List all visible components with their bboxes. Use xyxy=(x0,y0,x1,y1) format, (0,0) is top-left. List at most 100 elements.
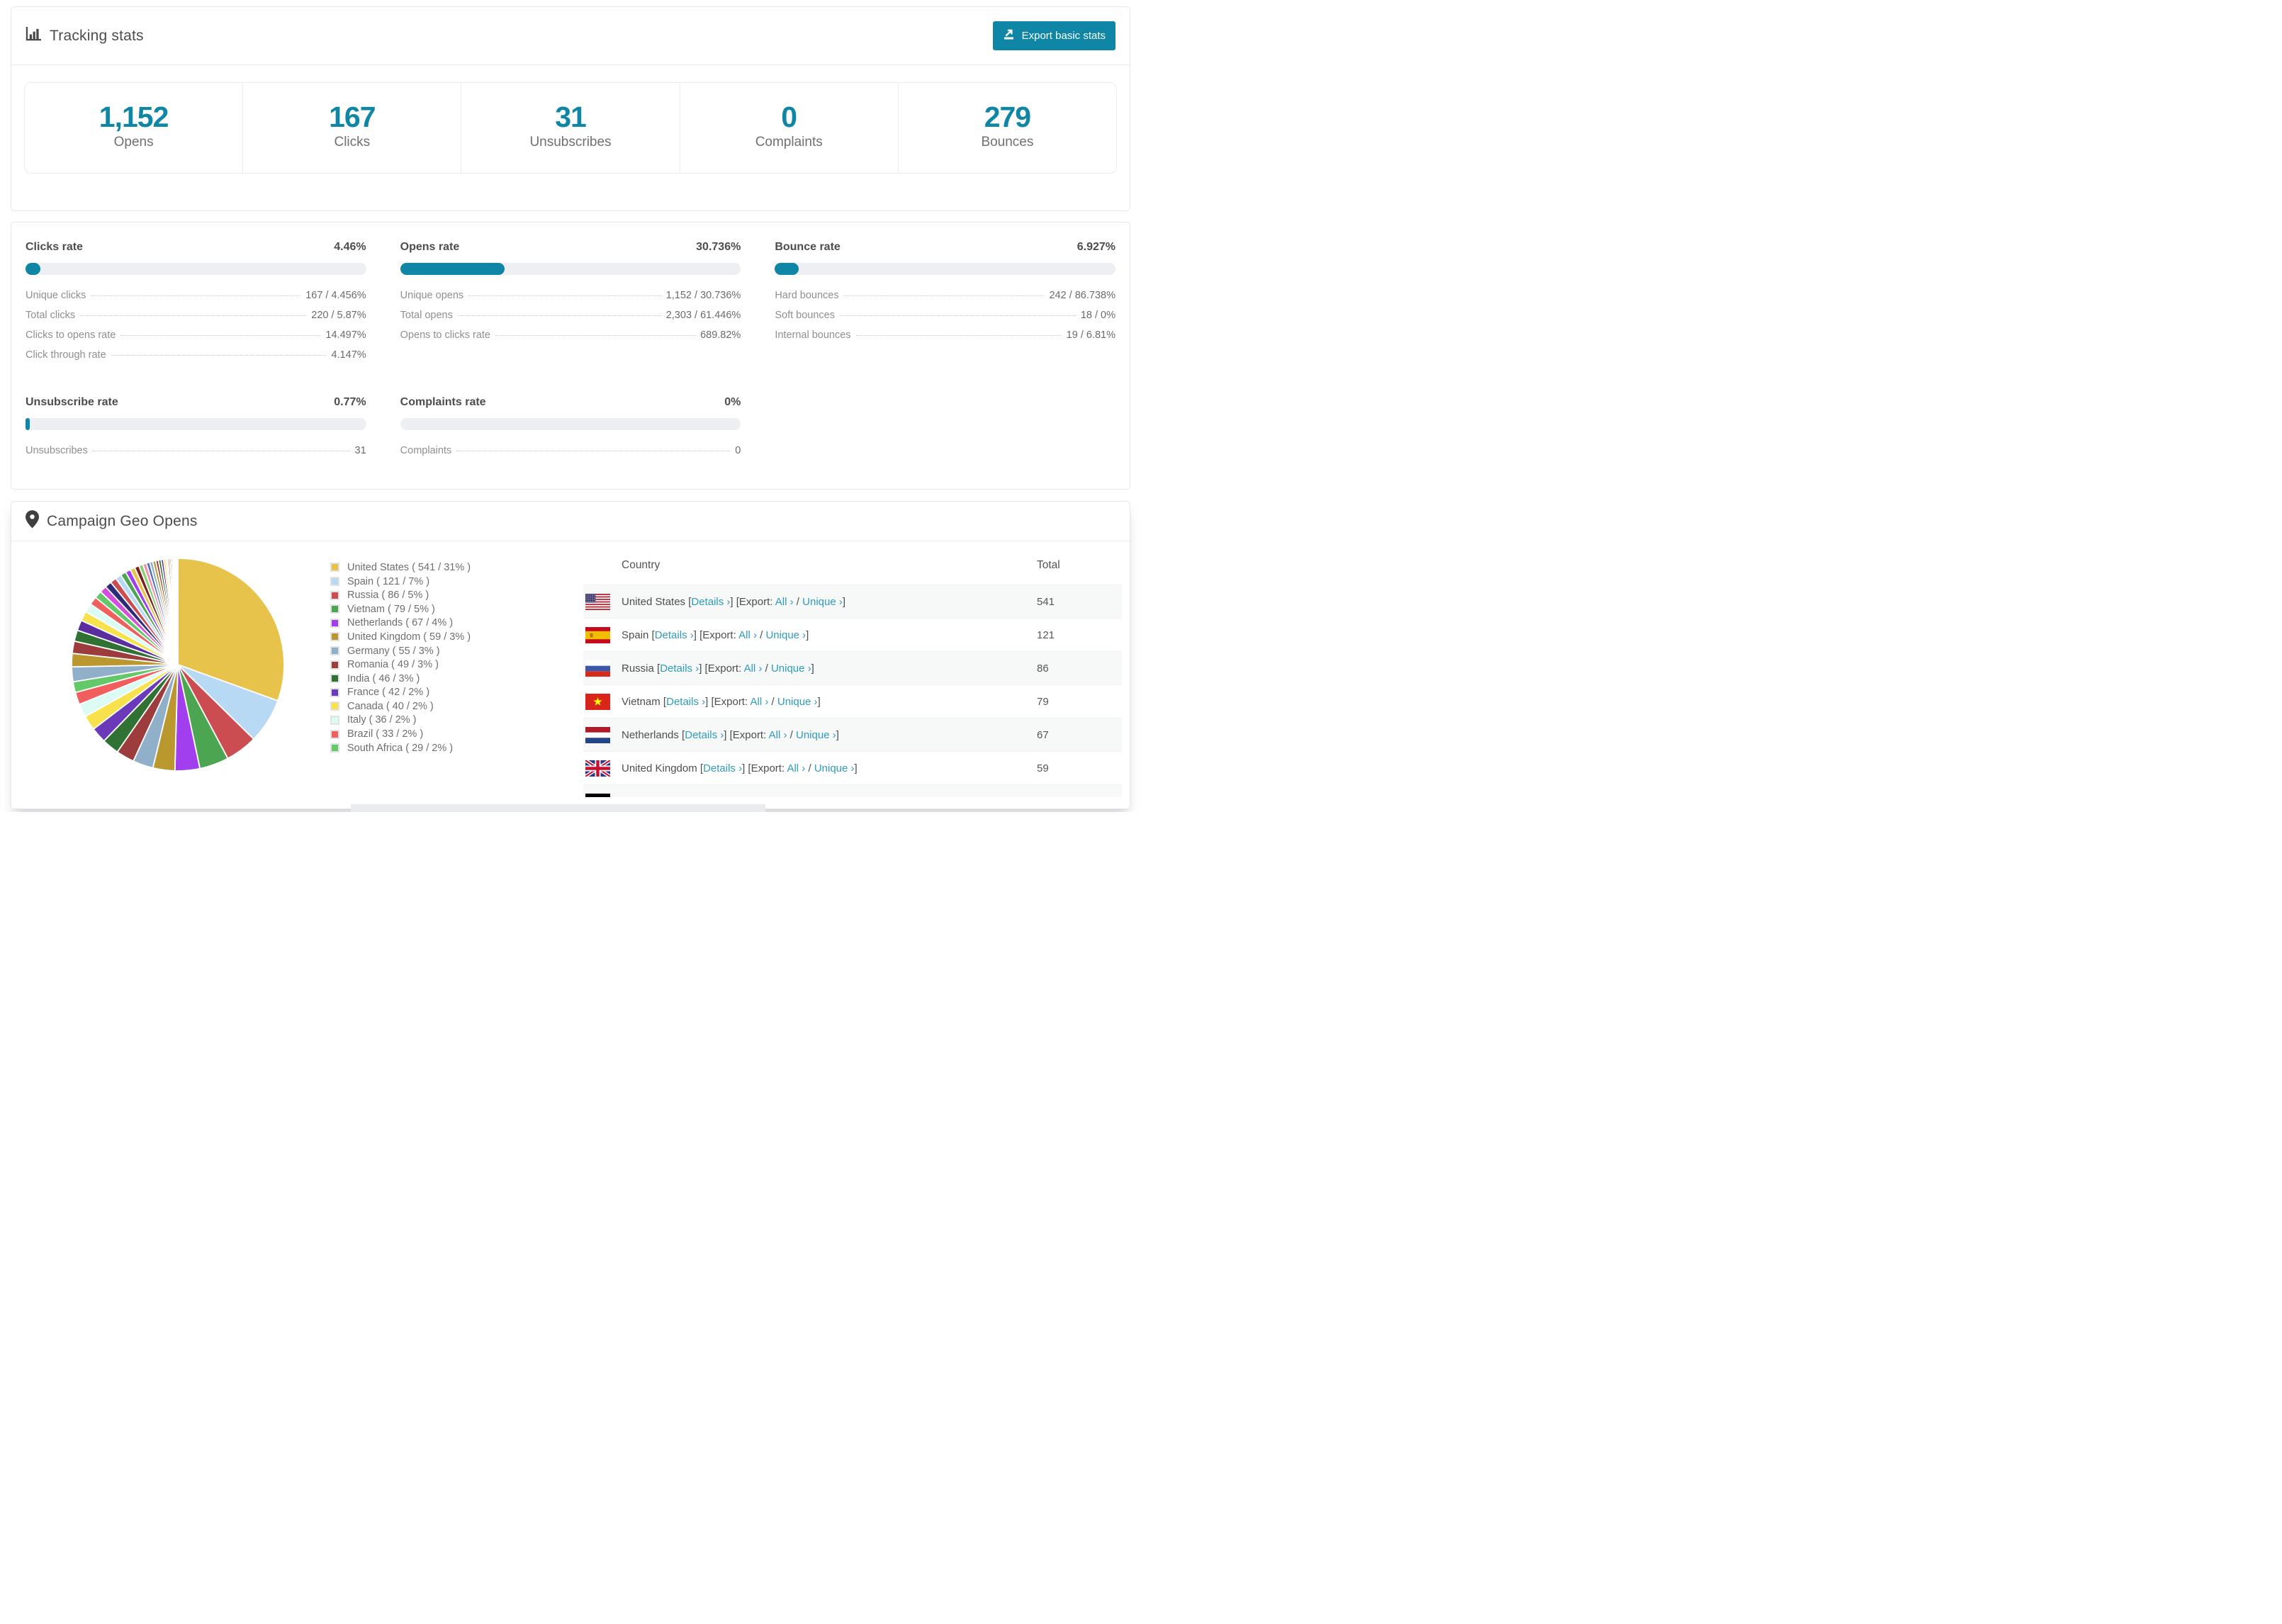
dotted-leader xyxy=(457,315,661,317)
pie-legend: United States ( 541 / 31% ) Spain ( 121 … xyxy=(330,560,471,755)
export-all-link[interactable]: All › xyxy=(738,628,757,641)
rate-detail-row: Unsubscribes 31 xyxy=(26,445,366,465)
column-header-total: Total xyxy=(1037,559,1060,572)
rate-detail-label: Unsubscribes xyxy=(26,445,88,457)
details-link[interactable]: Details › xyxy=(666,695,706,708)
rate-title: Opens rate xyxy=(400,241,460,254)
rate-detail-row: Internal bounces 19 / 6.81% xyxy=(775,329,1115,349)
export-unique-link[interactable]: Unique › xyxy=(795,728,836,741)
table-body: United States [Details ›] [Export: All ›… xyxy=(583,585,1122,798)
export-all-link[interactable]: All › xyxy=(768,728,787,741)
legend-item: United States ( 541 / 31% ) xyxy=(330,560,471,575)
dotted-leader xyxy=(839,315,1076,317)
rate-detail-value: 1,152 / 30.736% xyxy=(665,290,741,302)
rate-value: 6.927% xyxy=(1077,241,1115,254)
legend-item: Canada ( 40 / 2% ) xyxy=(330,699,471,714)
legend-item: Germany ( 55 / 3% ) xyxy=(330,644,471,658)
rate-detail-value: 4.147% xyxy=(331,349,366,361)
stat-value: 167 xyxy=(329,101,376,133)
export-all-link[interactable]: All › xyxy=(743,662,763,675)
legend-item: Netherlands ( 67 / 4% ) xyxy=(330,616,471,631)
export-all-link[interactable]: All › xyxy=(755,796,773,798)
details-link[interactable]: Details › xyxy=(685,728,724,741)
legend-label: United States ( 541 / 31% ) xyxy=(347,561,471,573)
geo-opens-table: Country Total United States [Details ›] … xyxy=(583,541,1122,798)
export-all-link[interactable]: All › xyxy=(750,695,769,708)
rate-detail-label: Total clicks xyxy=(26,310,76,322)
rate-detail-row: Total opens 2,303 / 61.446% xyxy=(400,310,741,329)
rate-detail-value: 167 / 4.456% xyxy=(305,290,366,302)
export-unique-link[interactable]: Unique › xyxy=(770,662,811,675)
export-all-link[interactable]: All › xyxy=(787,762,806,774)
rate-panel: Bounce rate 6.927% Hard bounces 242 / 86… xyxy=(775,241,1115,369)
legend-label: Spain ( 121 / 7% ) xyxy=(347,575,430,587)
tracking-stats-header: Tracking stats Export basic stats xyxy=(11,7,1130,65)
legend-label: Italy ( 36 / 2% ) xyxy=(347,714,417,726)
details-link[interactable]: Details › xyxy=(703,762,743,774)
rate-panel: Unsubscribe rate 0.77% Unsubscribes 31 xyxy=(26,396,366,465)
export-unique-link[interactable]: Unique › xyxy=(782,796,823,798)
dotted-leader xyxy=(120,335,321,337)
rate-title: Unsubscribe rate xyxy=(26,396,118,409)
rate-detail-row: Click through rate 4.147% xyxy=(26,349,366,369)
details-link[interactable]: Details › xyxy=(691,595,731,608)
rate-detail-list: Hard bounces 242 / 86.738% Soft bounces … xyxy=(775,290,1115,349)
details-link[interactable]: Details › xyxy=(654,628,694,641)
legend-item: United Kingdom ( 59 / 3% ) xyxy=(330,630,471,644)
country-flag-icon xyxy=(585,726,610,743)
export-all-link[interactable]: All › xyxy=(775,595,794,608)
rate-detail-value: 18 / 0% xyxy=(1080,310,1115,322)
export-unique-link[interactable]: Unique › xyxy=(814,762,855,774)
legend-color-swatch xyxy=(330,729,339,739)
rate-detail-value: 19 / 6.81% xyxy=(1066,329,1115,342)
legend-color-swatch xyxy=(330,632,339,642)
stat-cell: 0 Complaints xyxy=(679,83,898,174)
rate-panel-header: Complaints rate 0% xyxy=(400,396,741,409)
country-total: 79 xyxy=(1037,695,1049,708)
stat-value: 1,152 xyxy=(99,101,169,133)
page-title: Tracking stats xyxy=(50,27,144,44)
table-row: Spain [Details ›] [Export: All › / Uniqu… xyxy=(583,618,1122,651)
export-icon xyxy=(1003,29,1016,43)
legend-item: South Africa ( 29 / 2% ) xyxy=(330,741,471,755)
table-row: Germany [Details ›] [Export: All › / Uni… xyxy=(583,784,1122,798)
rate-detail-row: Hard bounces 242 / 86.738% xyxy=(775,290,1115,310)
dotted-leader xyxy=(843,295,1045,297)
table-row: United States [Details ›] [Export: All ›… xyxy=(583,585,1122,619)
country-total: 55 xyxy=(1037,796,1049,798)
rate-value: 0.77% xyxy=(334,396,366,409)
legend-color-swatch xyxy=(330,687,339,697)
rate-detail-value: 242 / 86.738% xyxy=(1049,290,1115,302)
rate-detail-value: 220 / 5.87% xyxy=(311,310,366,322)
horizontal-scrollbar[interactable] xyxy=(351,804,765,812)
rate-detail-value: 31 xyxy=(354,445,366,457)
stat-cell: 279 Bounces xyxy=(897,83,1116,174)
export-unique-link[interactable]: Unique › xyxy=(765,628,806,641)
rate-detail-label: Hard bounces xyxy=(775,290,839,302)
rate-title: Bounce rate xyxy=(775,241,841,254)
country-name: United States xyxy=(622,595,686,608)
details-link[interactable]: Details › xyxy=(671,796,710,798)
rate-detail-row: Unique opens 1,152 / 30.736% xyxy=(400,290,741,310)
geo-opens-body: United States ( 541 / 31% ) Spain ( 121 … xyxy=(11,541,1130,808)
rate-progress-track xyxy=(775,263,1115,276)
legend-color-swatch xyxy=(330,563,339,573)
legend-item: Spain ( 121 / 7% ) xyxy=(330,575,471,589)
export-basic-stats-button[interactable]: Export basic stats xyxy=(992,21,1115,50)
rate-detail-value: 14.497% xyxy=(325,329,366,342)
rate-detail-list: Unsubscribes 31 xyxy=(26,445,366,465)
legend-label: Romania ( 49 / 3% ) xyxy=(347,659,439,671)
stat-label: Complaints xyxy=(755,135,823,150)
country-flag-icon xyxy=(585,693,610,710)
export-unique-link[interactable]: Unique › xyxy=(802,595,843,608)
rate-progress-fill xyxy=(400,263,505,276)
rate-panel-header: Bounce rate 6.927% xyxy=(775,241,1115,254)
stat-cell: 31 Unsubscribes xyxy=(461,83,679,174)
legend-color-swatch xyxy=(330,715,339,725)
legend-color-swatch xyxy=(330,743,339,753)
legend-item: Brazil ( 33 / 2% ) xyxy=(330,727,471,741)
rate-detail-label: Internal bounces xyxy=(775,329,851,342)
details-link[interactable]: Details › xyxy=(660,662,699,675)
export-unique-link[interactable]: Unique › xyxy=(777,695,818,708)
table-row: Netherlands [Details ›] [Export: All › /… xyxy=(583,718,1122,752)
